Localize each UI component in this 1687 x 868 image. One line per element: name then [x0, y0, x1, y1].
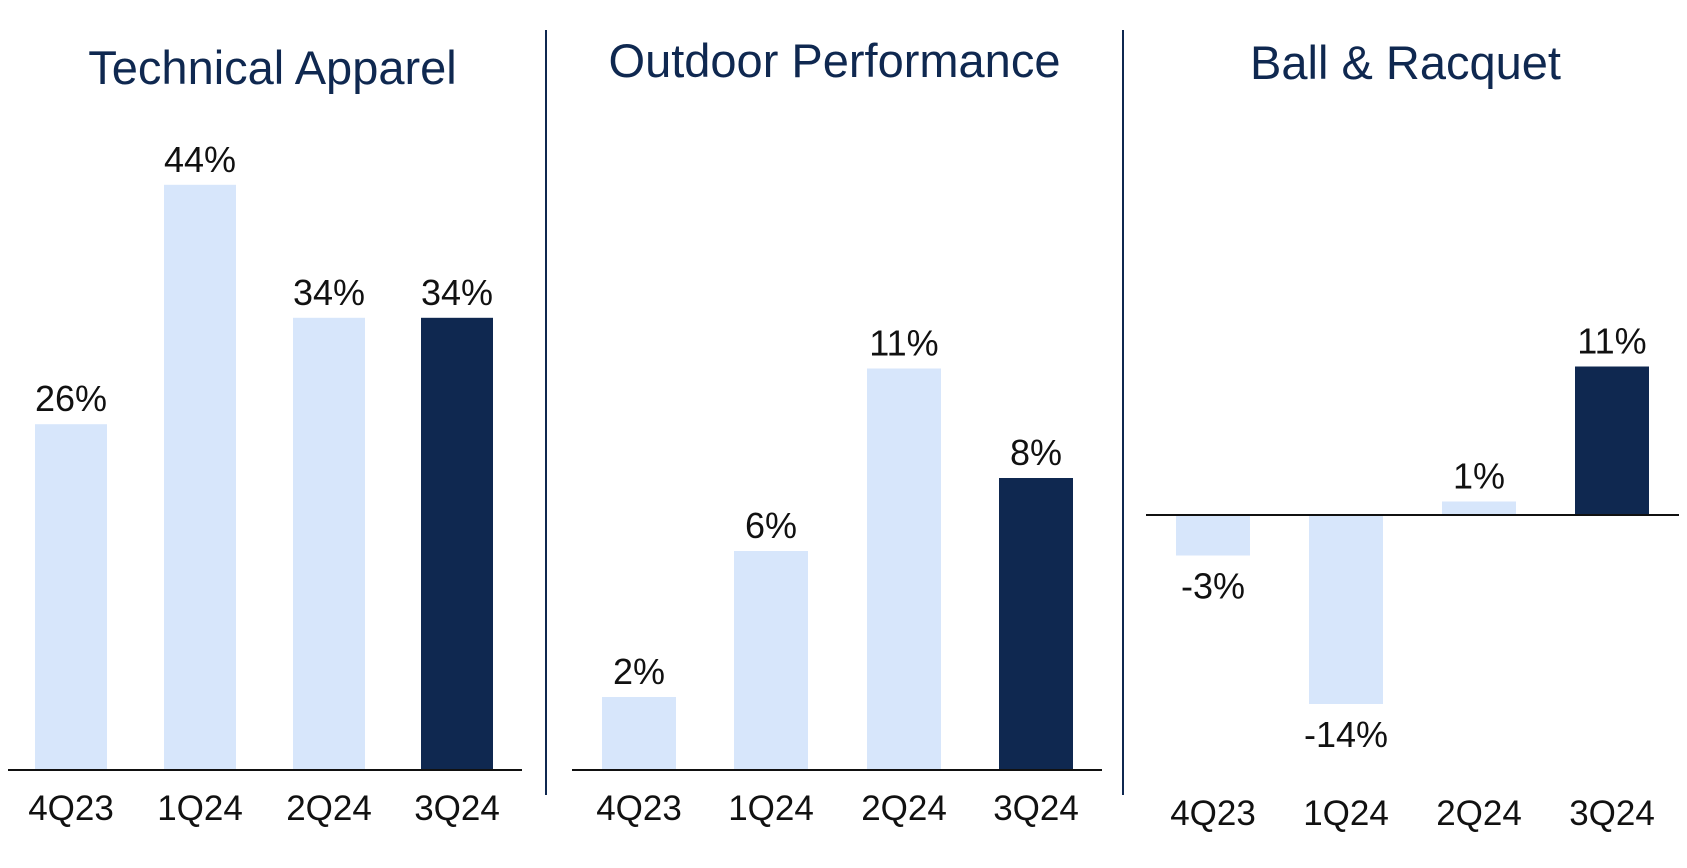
x-tick-label: 1Q24 [728, 789, 814, 828]
panel-title: Outdoor Performance [608, 34, 1061, 87]
data-label: 11% [869, 323, 938, 364]
x-tick-label: 3Q24 [993, 789, 1079, 828]
bar-1q24 [1309, 515, 1383, 704]
bar-4q23 [35, 424, 107, 770]
chart-ball-racquet: -3% 4Q23 -14% 1Q24 1% 2Q24 11% 3Q24 [1146, 321, 1679, 833]
data-label: 11% [1577, 321, 1646, 362]
panel-ball-racquet: Ball & Racquet -3% 4Q23 -14% 1Q24 1% 2Q24 11% 3… [1124, 0, 1687, 868]
data-label: 44% [164, 139, 236, 180]
bar-2q24 [867, 368, 941, 770]
panel-title: Ball & Racquet [1250, 36, 1561, 89]
bar-3q24 [421, 317, 493, 770]
data-label: 26% [35, 378, 107, 419]
data-label: 34% [421, 272, 493, 313]
bar-2q24 [293, 317, 365, 770]
data-label: 34% [293, 272, 365, 313]
chart-technical-apparel: 26% 4Q23 44% 1Q24 34% 2Q24 34% 3Q24 [8, 139, 522, 828]
bar-2q24 [1442, 501, 1516, 515]
panel-outdoor-performance: Outdoor Performance 2% 4Q23 6% 1Q24 11% 2Q24 8… [547, 0, 1122, 868]
chart-outdoor-performance: 2% 4Q23 6% 1Q24 11% 2Q24 8% 3Q24 [572, 323, 1102, 828]
panel-title: Technical Apparel [88, 41, 457, 94]
bar-3q24 [1575, 366, 1649, 515]
x-tick-label: 4Q23 [1170, 794, 1256, 833]
bar-1q24 [734, 551, 808, 770]
data-label: 6% [745, 505, 797, 546]
x-tick-label: 2Q24 [286, 789, 372, 828]
x-tick-label: 3Q24 [1569, 794, 1655, 833]
x-tick-label: 4Q23 [596, 789, 682, 828]
bar-3q24 [999, 478, 1073, 770]
divider-right [1122, 30, 1124, 795]
data-label: -3% [1181, 566, 1245, 607]
bar-4q23 [1176, 515, 1250, 556]
bar-1q24 [164, 184, 236, 771]
bar-4q23 [602, 697, 676, 770]
x-tick-label: 1Q24 [1303, 794, 1389, 833]
data-label: 8% [1010, 432, 1062, 473]
data-label: 2% [613, 651, 665, 692]
divider-left [545, 30, 547, 795]
panel-technical-apparel: Technical Apparel 26% 4Q23 44% 1Q24 34% 2Q24 3… [0, 0, 545, 868]
x-tick-label: 2Q24 [861, 789, 947, 828]
x-tick-label: 3Q24 [414, 789, 500, 828]
x-tick-label: 1Q24 [157, 789, 243, 828]
x-tick-label: 4Q23 [28, 789, 114, 828]
data-label: -14% [1304, 714, 1388, 755]
data-label: 1% [1453, 456, 1505, 497]
x-tick-label: 2Q24 [1436, 794, 1522, 833]
